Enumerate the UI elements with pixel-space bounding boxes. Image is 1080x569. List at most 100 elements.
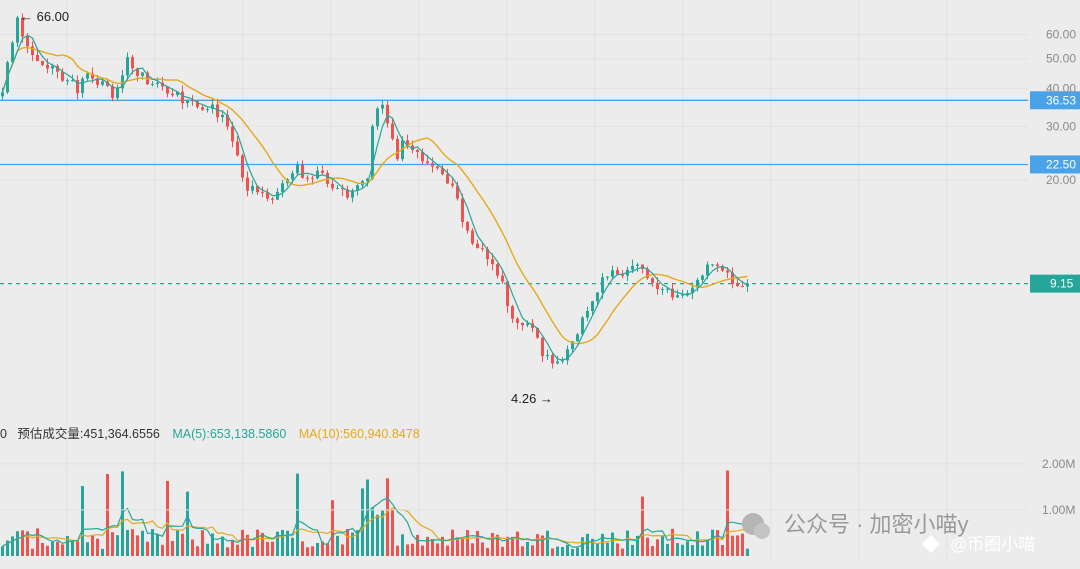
volume-bar [346,528,349,556]
candle-body [411,145,414,151]
candle-body [121,75,124,89]
price-tag [1030,155,1080,174]
volume-bar [566,544,569,556]
volume-bar [231,539,234,556]
volume-bar [181,533,184,556]
volume-bar [746,548,749,556]
volume-bar [631,544,634,556]
candle-body [586,311,589,318]
volume-bar [706,539,709,556]
candle-body [446,174,449,184]
volume-bar [186,491,189,556]
volume-bar [576,547,579,556]
volume-bar [686,541,689,556]
volume-bar [701,545,704,556]
volume-bar [646,537,649,556]
candle-body [226,115,229,127]
volume-bar [296,473,299,556]
volume-bar [731,535,734,556]
volume-ma5-line [2,497,748,548]
volume-bar [616,543,619,556]
volume-bar [261,532,264,556]
candle-body [686,292,689,295]
volume-bar [541,535,544,556]
candle-body [306,177,309,179]
candle-body [156,82,159,84]
volume-bar [211,533,214,556]
volume-bar [141,530,144,556]
watermark: 公众号 · 加密小喵y @币圈小喵 [742,512,1035,554]
volume-bar [691,545,694,556]
candle-body [96,78,99,85]
volume-bar [431,538,434,556]
wechat-icon-bubble [754,523,770,539]
brand-diamond-icon [922,535,940,553]
candle-body [501,275,504,282]
candle-body [616,270,619,275]
candle-body [71,80,74,82]
watermark-text-1: 公众号 · 加密小喵y [784,512,969,537]
volume-bar [56,541,59,556]
volume-bar [256,529,259,556]
volume-bar [31,548,34,556]
candle-body [211,104,214,109]
candle-body [256,185,259,193]
candle-body [451,183,454,186]
volume-legend-prefix: 0 [0,427,7,441]
volume-bar [581,537,584,556]
volume-bar [271,541,274,556]
volume-bar [451,529,454,556]
candle-body [491,259,494,265]
candle-body [296,164,299,174]
volume-bar [396,545,399,556]
candle-body [381,104,384,109]
volume-bar [326,543,329,556]
volume-bar [551,548,554,556]
volume-bar [286,530,289,556]
volume-bar [651,546,654,556]
volume-bar [531,545,534,556]
volume-bar [546,530,549,556]
candle-body [56,66,59,72]
volume-bar [101,548,104,556]
volume-bar [216,543,219,556]
candle-body [711,264,714,266]
volume-bar [536,534,539,556]
volume-bar [676,543,679,556]
candle-body [196,101,199,108]
candle-body [246,177,249,191]
candle-body [241,155,244,178]
volume-bar [146,541,149,556]
volume-bar [171,540,174,556]
watermark-text-2: @币圈小喵 [950,535,1035,554]
volume-bar [636,535,639,556]
volume-bar [381,510,384,556]
volume-bar [111,532,114,556]
volume-bar [626,530,629,556]
volume-bar [596,543,599,556]
volume-bar [81,486,84,556]
candle-body [396,138,399,160]
candle-body [331,183,334,189]
candle-body [371,126,374,179]
price-tick-label: 20.00 [1046,173,1076,187]
candle-body [696,279,699,288]
candle-body [126,57,129,76]
volume-bar [401,534,404,556]
candle-body [206,108,209,110]
candle-body [496,264,499,276]
candle-body [546,354,549,357]
candle-body [101,81,104,85]
volume-bar [666,543,669,556]
volume-axis: 2.00M 1.00M [0,457,1075,517]
volume-bar [16,531,19,556]
volume-bar [376,514,379,556]
price-tag-label: 36.53 [1046,93,1076,107]
volume-bar [496,534,499,556]
volume-bar [316,542,319,556]
volume-bar [46,545,49,556]
volume-bar [456,537,459,556]
volume-bar [511,536,514,556]
candle-body [191,100,194,102]
volume-bar [126,529,129,556]
